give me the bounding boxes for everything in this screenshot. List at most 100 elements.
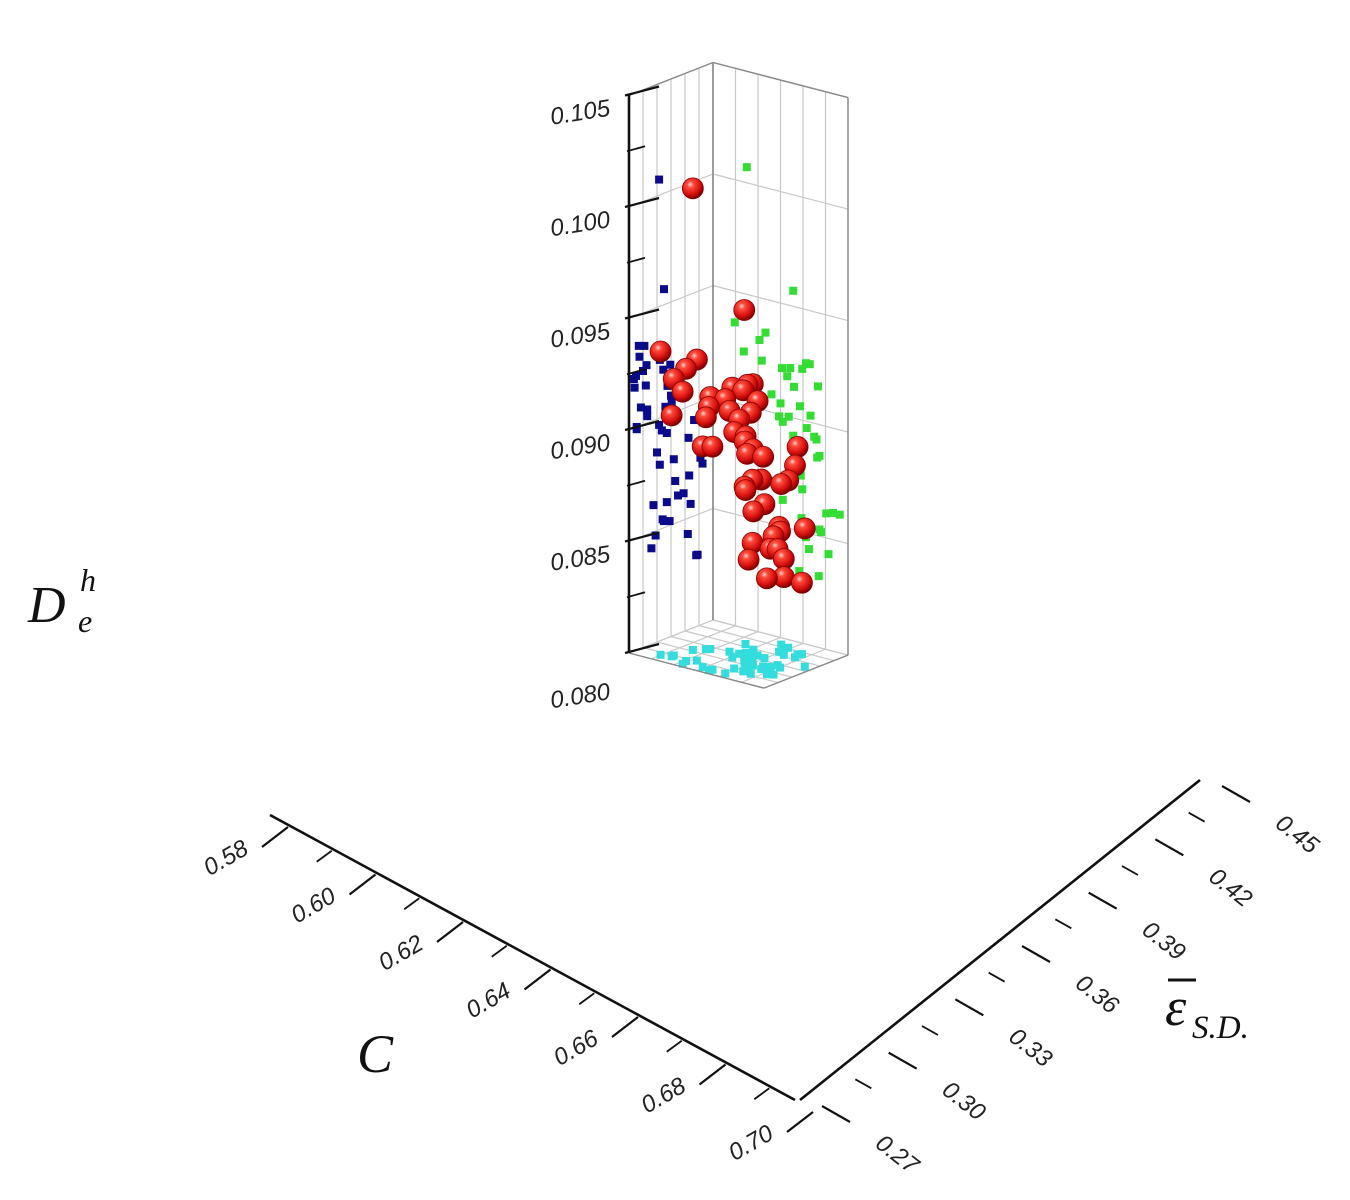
x-minor-tick [666,1040,683,1053]
yz-projection-point [815,525,824,534]
yz-projection-point [767,390,776,399]
yz-projection-point [778,417,787,426]
xz-projection-point [679,489,688,498]
xz-projection-point [647,544,656,553]
data-point [791,571,813,594]
x-tick-label: 0.58 [199,834,254,881]
data-point [752,445,775,468]
xy-projection-point [656,650,665,659]
xz-projection-point [635,352,644,361]
z-minor-tick [626,479,646,487]
xz-projection-point [684,433,693,442]
yz-projection-point [786,364,795,373]
xy-projection-point [749,645,758,654]
x-major-tick [436,921,464,943]
xy-projection-point [725,647,734,656]
xy-projection-point [748,661,757,670]
yz-projection-point [783,372,792,381]
z-major-tick [624,308,660,320]
data-point [681,177,704,200]
yz-projection-point [784,412,793,421]
xy-projection-point [777,640,786,649]
xy-projection-point [779,650,788,659]
yz-projection-point [776,399,785,408]
z-tick-label: 0.085 [548,541,612,577]
xy-projection-point [757,665,766,674]
xy-projection-point [706,644,715,653]
x-major-tick [698,1063,727,1086]
x-tick-label: 0.62 [374,930,428,977]
data-point [786,436,809,458]
xy-projection-point [775,647,784,656]
xy-projection-point [741,648,750,657]
xy-projection-point [760,654,769,663]
z-major-tick [624,531,660,543]
yz-projection-point [795,567,804,576]
xz-projection-point [698,459,707,468]
xz-projection-point [655,420,664,429]
z-major-tick [624,419,660,432]
xy-projection-point [753,651,762,660]
xz-projection-point [665,517,674,526]
z-minor-tick [626,145,646,153]
z-axis-title: D [27,577,66,634]
y-tick-label: 0.42 [1204,863,1257,913]
xz-projection-point [655,460,664,469]
yz-projection-point [798,485,807,494]
xz-projection-point [685,471,694,480]
data-point [742,500,765,523]
y-major-tick [954,998,984,1017]
y-axis-title-main: ε [1165,977,1187,1037]
xz-projection-point [667,398,676,407]
xz-projection-point [657,426,666,435]
x-tick-label: 0.64 [462,977,516,1024]
xz-projection-point [641,381,650,390]
floor-front-edge [628,652,765,689]
xz-projection-point [640,341,649,350]
data-point [649,340,672,363]
x-axis-title: C [357,1024,394,1084]
yz-projection-point [814,572,823,581]
data-point [701,435,724,458]
xz-projection-point [660,285,668,294]
xz-projection-point [653,448,661,457]
yz-projection-point [796,471,805,480]
xz-projection-point [662,498,671,507]
xz-projection-point [692,551,701,560]
floor-grid-line [651,625,736,660]
x-major-tick [611,1016,639,1038]
data-point [733,299,756,321]
yz-projection-point [761,328,770,337]
z-tick-label: 0.105 [548,95,612,131]
xz-projection-point [649,501,658,510]
xz-projection-point [662,428,671,437]
z-tick-label: 0.100 [548,206,612,242]
yz-projection-point [835,510,844,519]
xy-projection-point [762,670,771,679]
xy-projection-point [701,645,710,654]
yz-projection-point [829,508,837,517]
z-tick-label: 0.080 [548,678,612,714]
xy-projection-point [776,663,785,672]
z-axis-title-main: D [27,577,66,634]
y-major-tick [1088,891,1118,910]
right-wall-grid-line [712,173,849,210]
y-minor-tick [854,1078,872,1090]
yz-projection-point [775,412,783,421]
data-point [660,404,683,427]
xz-projection-point [659,365,668,374]
floor-right-edge [763,654,849,689]
xy-projection-point [744,662,753,671]
y-tick-label: 0.30 [937,1076,991,1126]
x-major-tick [261,826,289,848]
xy-projection-point [698,663,707,672]
xy-projection-point [704,666,713,675]
yz-projection-point [805,360,814,369]
tick-labels: 0.080 0.085 0.090 0.095 0.100 0.105 0.58 0.60 0.… [199,95,1324,1181]
yz-projection-point [789,286,798,295]
xy-projection-point [766,662,775,671]
data-point [671,380,694,403]
z-minor-tick [626,256,646,264]
xz-projection-point [683,530,692,539]
